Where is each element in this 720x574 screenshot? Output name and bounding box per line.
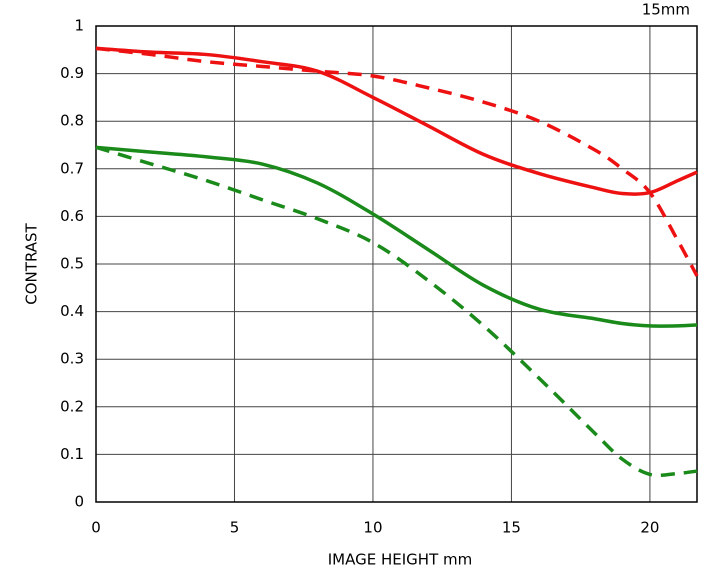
x-axis-label: IMAGE HEIGHT mm — [328, 551, 472, 569]
y-tick-label: 0.6 — [60, 207, 84, 225]
line-series — [95, 46, 699, 277]
y-axis-label: CONTRAST — [23, 222, 41, 304]
x-tick-label: 10 — [363, 519, 382, 537]
y-tick-label: 0.4 — [60, 302, 84, 320]
x-tick-label: 20 — [640, 519, 659, 537]
x-tick-label: 0 — [91, 519, 101, 537]
line-series — [95, 46, 698, 196]
y-tick-label: 0.3 — [60, 350, 84, 368]
x-tick-label: 5 — [230, 519, 240, 537]
y-tick-label: 1 — [74, 17, 84, 35]
y-tick-label: 0.9 — [60, 64, 84, 82]
chart-title: 15mm — [642, 1, 690, 19]
y-tick-label: 0.8 — [60, 112, 84, 130]
plot-frame — [95, 25, 698, 503]
y-tick-label: 0.7 — [60, 159, 84, 177]
y-tick-label: 0.2 — [60, 397, 84, 415]
y-tick-label: 0.1 — [60, 445, 84, 463]
x-tick-label: 15 — [502, 519, 521, 537]
y-tick-label: 0 — [74, 493, 84, 511]
line-series — [95, 145, 698, 478]
y-tick-label: 0.5 — [60, 255, 84, 273]
line-series — [95, 145, 698, 328]
